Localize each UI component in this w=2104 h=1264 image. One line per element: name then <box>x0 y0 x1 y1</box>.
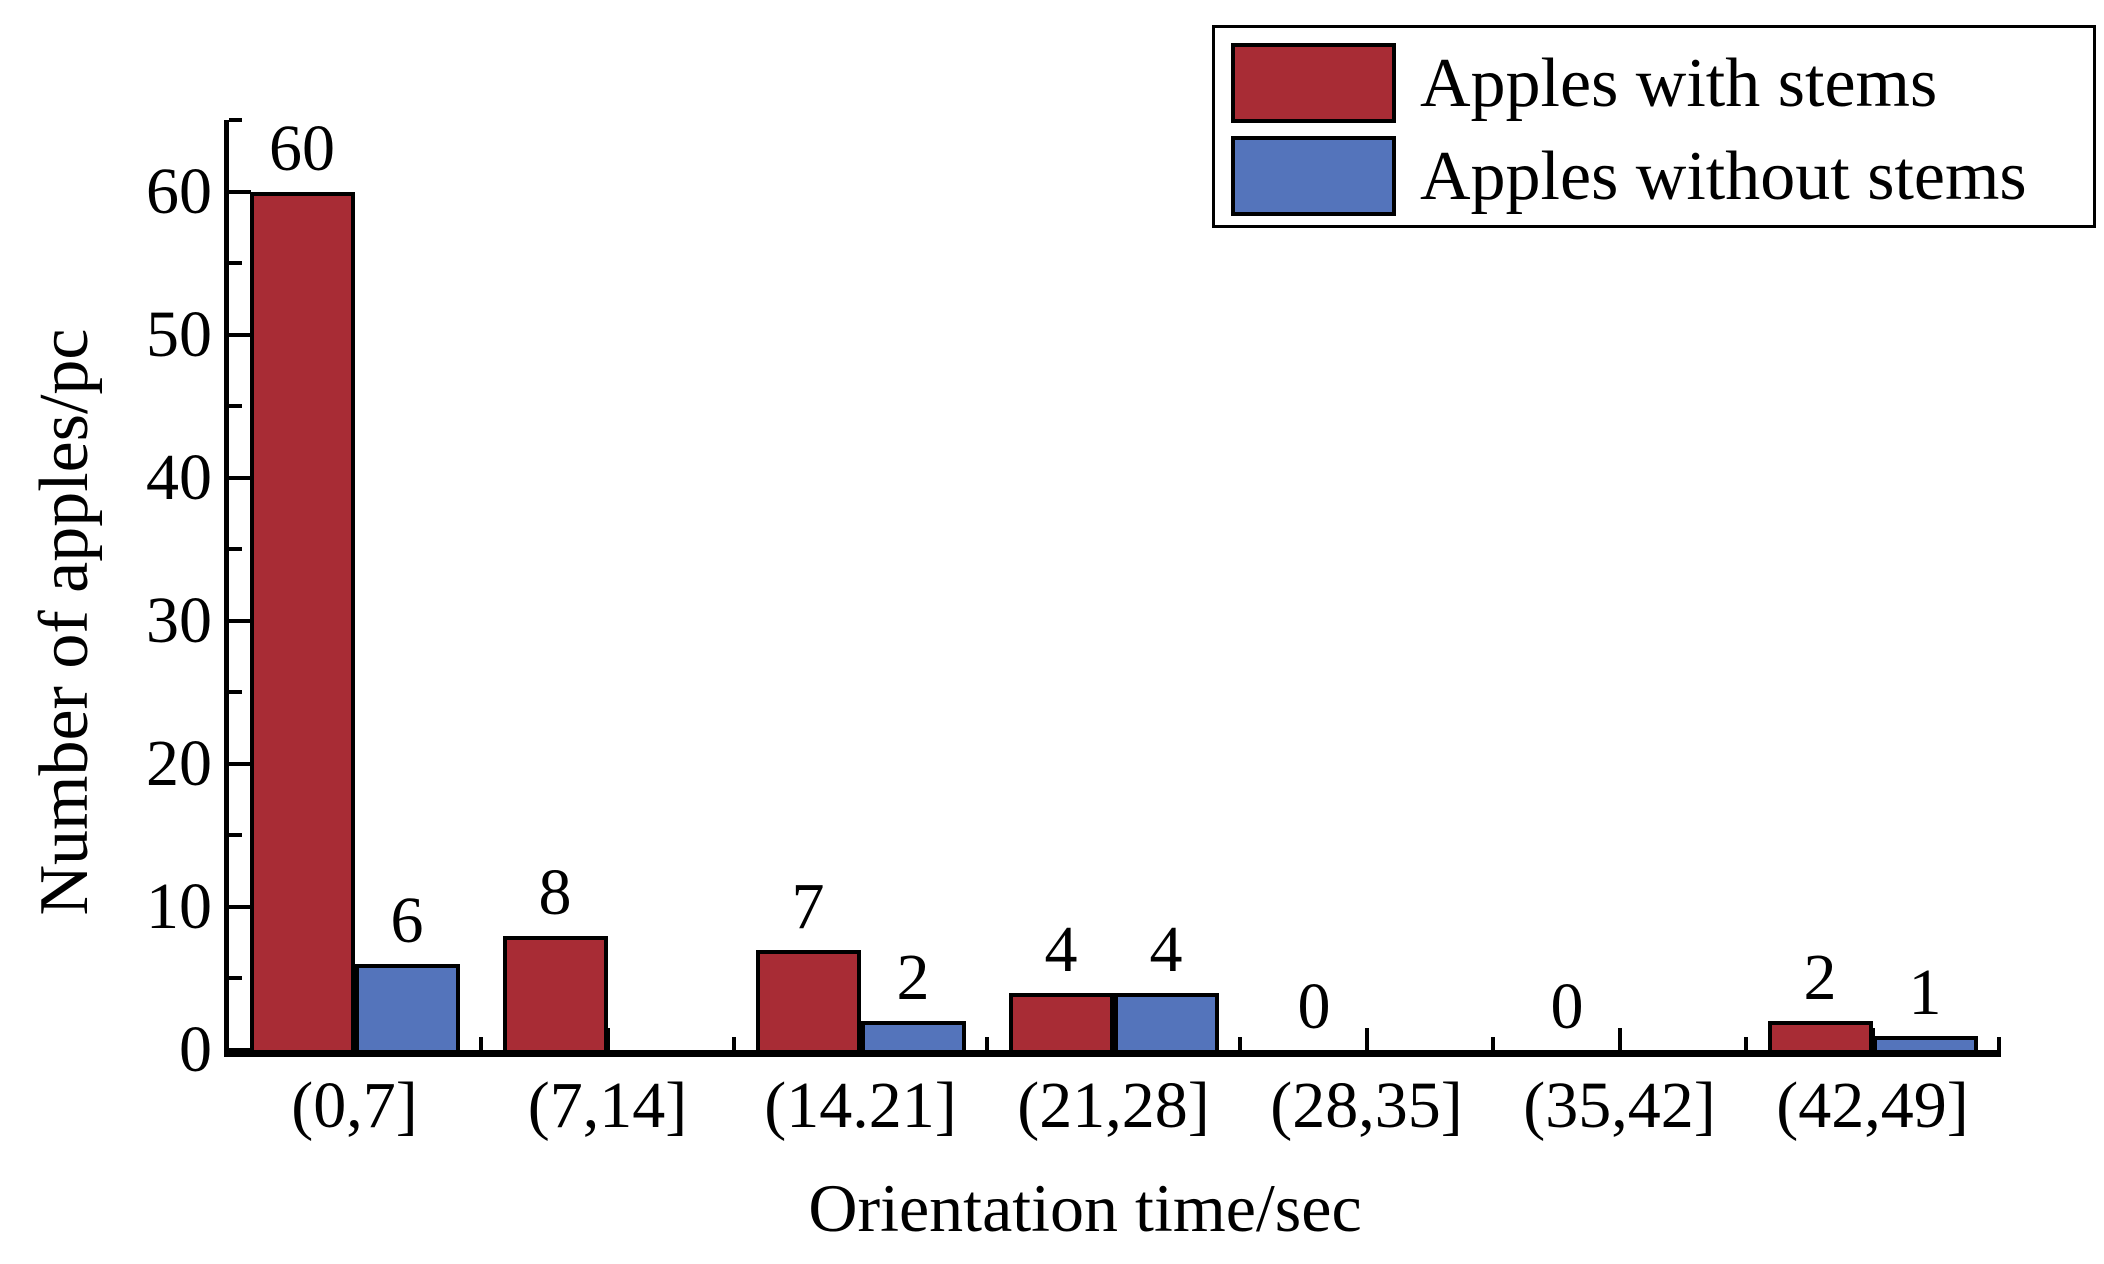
x-tick-label: (35,42] <box>1523 1069 1716 1142</box>
y-major-tick <box>229 618 251 623</box>
blue-bar <box>1113 992 1219 1050</box>
y-major-tick <box>229 332 251 337</box>
x-minor-tick <box>1238 1037 1242 1050</box>
y-minor-tick <box>229 118 242 122</box>
x-tick-label: (21,28] <box>1017 1069 1210 1142</box>
x-tick-label: (42,49] <box>1776 1069 1969 1142</box>
bar-value-label: 0 <box>1550 970 1584 1043</box>
bar-value-label: 8 <box>538 855 572 929</box>
y-minor-tick <box>229 833 242 838</box>
x-tick-label: (14.21] <box>764 1069 957 1142</box>
x-major-tick <box>1617 1028 1622 1050</box>
y-tick-label: 50 <box>146 297 212 371</box>
x-tick-label: (28,35] <box>1270 1069 1463 1142</box>
y-tick-label: 10 <box>146 869 212 943</box>
x-axis-title: Orientation time/sec <box>808 1170 1362 1246</box>
y-tick-label: 40 <box>146 440 212 514</box>
bar-value-label: 2 <box>1803 941 1837 1015</box>
legend-swatch-blue <box>1231 136 1396 216</box>
red-bar <box>502 935 608 1050</box>
y-major-tick <box>229 475 251 480</box>
blue-bar <box>354 964 460 1050</box>
y-tick-label: 60 <box>146 154 212 228</box>
bar-value-label: 4 <box>1149 912 1183 986</box>
bar-value-label: 1 <box>1908 955 1942 1029</box>
y-minor-tick <box>229 976 242 981</box>
y-axis-line <box>224 120 229 1057</box>
x-minor-tick <box>1997 1037 2001 1050</box>
y-tick-label: 30 <box>146 583 212 657</box>
x-tick-label: (7,14] <box>527 1069 688 1142</box>
y-minor-tick <box>229 547 242 552</box>
y-major-tick <box>229 1048 251 1052</box>
x-major-tick <box>605 1028 610 1050</box>
legend-label-apples-with-stems: Apples with stems <box>1420 45 1938 122</box>
bar-value-label: 2 <box>896 941 930 1015</box>
y-tick-label: 0 <box>179 1013 212 1086</box>
x-major-tick <box>1364 1028 1369 1050</box>
y-minor-tick <box>229 690 242 695</box>
y-major-tick <box>229 189 251 194</box>
legend-label-apples-without-stems: Apples without stems <box>1420 138 2027 215</box>
x-minor-tick <box>1491 1037 1495 1050</box>
x-minor-tick <box>1744 1037 1748 1050</box>
y-minor-tick <box>229 261 242 266</box>
y-major-tick <box>229 904 251 909</box>
bar-value-label: 6 <box>390 884 424 958</box>
x-minor-tick <box>732 1037 736 1050</box>
bar-value-label: 60 <box>269 111 335 185</box>
y-tick-label: 20 <box>146 726 212 800</box>
y-major-tick <box>229 761 251 766</box>
x-minor-tick <box>985 1037 989 1050</box>
blue-bar <box>860 1021 966 1050</box>
x-tick-label: (0,7] <box>291 1069 418 1142</box>
x-axis-line <box>224 1050 2001 1057</box>
red-bar <box>1008 992 1114 1050</box>
legend: Apples with stems Apples without stems <box>1212 25 2096 228</box>
red-bar <box>249 191 355 1050</box>
y-minor-tick <box>229 404 242 409</box>
bar-value-label: 4 <box>1044 912 1078 986</box>
blue-bar <box>1872 1035 1978 1050</box>
red-bar <box>755 949 861 1050</box>
bar-value-label: 7 <box>791 869 825 943</box>
bar-value-label: 0 <box>1297 970 1331 1043</box>
red-bar <box>1767 1021 1873 1050</box>
y-axis-title: Number of apples/pc <box>26 328 103 916</box>
legend-swatch-red <box>1231 43 1396 123</box>
x-minor-tick <box>479 1037 483 1050</box>
